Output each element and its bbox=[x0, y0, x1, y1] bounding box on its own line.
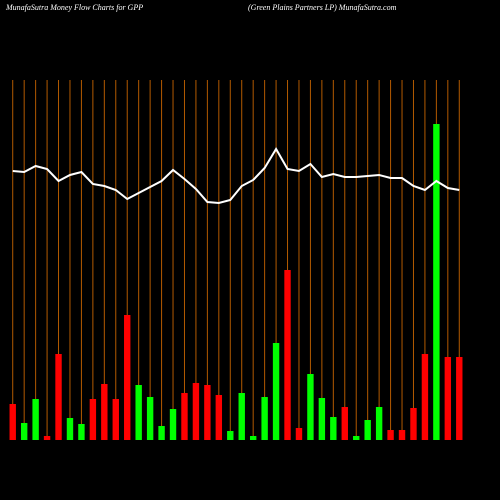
bar bbox=[20, 423, 28, 440]
bar bbox=[192, 383, 200, 440]
bar bbox=[32, 399, 39, 440]
chart-title: MunafaSutra Money Flow Charts for GPP bbox=[5, 3, 143, 12]
bar bbox=[146, 397, 154, 440]
bar bbox=[215, 395, 223, 440]
bar bbox=[227, 431, 234, 440]
bar bbox=[295, 428, 303, 440]
bar bbox=[55, 354, 62, 440]
bar bbox=[124, 315, 131, 440]
bar bbox=[330, 417, 337, 440]
bar bbox=[284, 270, 291, 440]
bar bbox=[43, 436, 51, 440]
bar bbox=[456, 357, 463, 440]
chart-subtitle: (Green Plains Partners LP) MunafaSutra.c… bbox=[248, 3, 397, 12]
bar bbox=[204, 385, 211, 440]
bar bbox=[135, 385, 142, 440]
line bbox=[12, 147, 460, 205]
bar bbox=[421, 354, 429, 440]
bar bbox=[375, 407, 383, 440]
bar bbox=[181, 393, 188, 440]
bar bbox=[158, 426, 165, 440]
bar bbox=[249, 436, 257, 440]
bar bbox=[169, 409, 177, 440]
bar bbox=[433, 124, 440, 440]
bar bbox=[89, 399, 97, 440]
bar bbox=[101, 384, 108, 440]
bar bbox=[341, 407, 348, 440]
bar bbox=[78, 424, 85, 440]
bar bbox=[387, 430, 394, 440]
bar bbox=[353, 436, 360, 440]
bar bbox=[261, 397, 268, 440]
bar bbox=[398, 430, 406, 440]
bar bbox=[238, 393, 245, 440]
bar bbox=[318, 398, 326, 440]
bar bbox=[444, 357, 452, 440]
bar bbox=[272, 343, 280, 440]
bar bbox=[9, 404, 16, 440]
bar bbox=[364, 420, 371, 440]
bar bbox=[66, 418, 74, 440]
bar bbox=[410, 408, 417, 440]
bar bbox=[307, 374, 314, 440]
bar bbox=[112, 399, 119, 440]
